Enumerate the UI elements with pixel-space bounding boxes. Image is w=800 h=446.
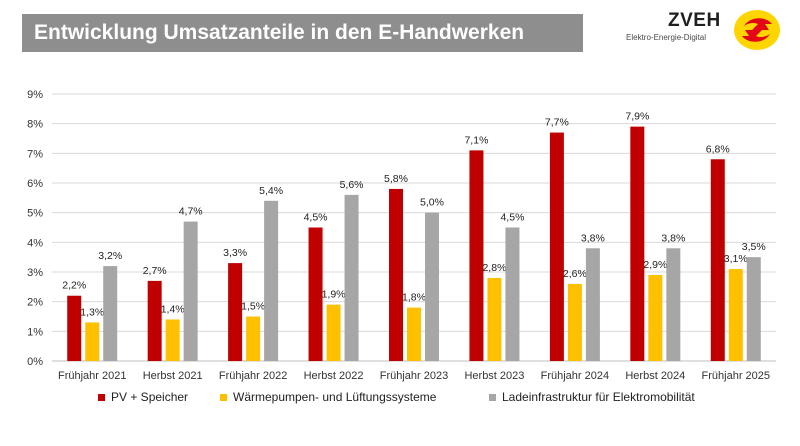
data-label: 7,7% bbox=[545, 117, 569, 129]
chart-title: Entwicklung Umsatzanteile in den E-Handw… bbox=[22, 14, 583, 52]
data-label: 3,2% bbox=[98, 250, 122, 262]
x-tick-label: Frühjahr 2025 bbox=[702, 370, 771, 382]
y-tick-label: 9% bbox=[27, 89, 43, 101]
data-label: 4,7% bbox=[179, 206, 203, 218]
data-label: 2,8% bbox=[482, 262, 506, 274]
y-tick-label: 6% bbox=[27, 178, 43, 190]
zveh-logo: ZVEH Elektro-Energie-Digital bbox=[626, 8, 786, 52]
y-tick-label: 8% bbox=[27, 119, 43, 131]
data-label: 5,0% bbox=[420, 197, 444, 209]
y-tick-label: 4% bbox=[27, 237, 43, 249]
bar-1 bbox=[326, 304, 341, 361]
bar-1 bbox=[246, 316, 261, 361]
bar-1 bbox=[165, 319, 180, 361]
y-tick-label: 3% bbox=[27, 267, 43, 279]
legend-label-ladeinfrastruktur: Ladeinfrastruktur für Elektromobilität bbox=[502, 390, 695, 404]
bar-2 bbox=[746, 257, 761, 361]
data-label: 1,9% bbox=[322, 289, 346, 301]
data-label: 2,7% bbox=[143, 265, 167, 277]
data-label: 1,3% bbox=[80, 306, 104, 318]
x-tick-label: Frühjahr 2023 bbox=[380, 370, 449, 382]
logo-name: ZVEH bbox=[668, 10, 721, 31]
data-label: 5,8% bbox=[384, 173, 408, 185]
data-label: 7,9% bbox=[625, 111, 649, 123]
bar-0 bbox=[67, 295, 82, 361]
legend-item-waermepumpen: Wärmepumpen- und Lüftungssysteme bbox=[220, 390, 436, 404]
y-tick-label: 5% bbox=[27, 208, 43, 220]
x-tick-label: Herbst 2022 bbox=[304, 370, 364, 382]
bar-0 bbox=[630, 126, 645, 361]
bar-1 bbox=[728, 269, 743, 361]
chart-legend: PV + Speicher Wärmepumpen- und Lüftungss… bbox=[98, 390, 748, 408]
bar-1 bbox=[85, 322, 100, 361]
data-label: 3,8% bbox=[661, 232, 685, 244]
x-tick-label: Herbst 2021 bbox=[143, 370, 203, 382]
bar-0 bbox=[710, 159, 725, 361]
data-label: 3,5% bbox=[742, 241, 766, 253]
data-label: 3,1% bbox=[724, 253, 748, 265]
bar-0 bbox=[147, 280, 162, 361]
x-tick-label: Herbst 2024 bbox=[625, 370, 685, 382]
data-label: 7,1% bbox=[464, 134, 488, 146]
zveh-emblem-icon bbox=[734, 10, 780, 50]
bar-0 bbox=[389, 188, 403, 361]
data-label: 5,4% bbox=[259, 185, 283, 197]
bar-2 bbox=[264, 200, 279, 361]
bar-2 bbox=[585, 248, 600, 361]
legend-item-ladeinfrastruktur: Ladeinfrastruktur für Elektromobilität bbox=[489, 390, 695, 404]
bar-2 bbox=[666, 248, 681, 361]
data-label: 4,5% bbox=[500, 212, 524, 224]
data-label: 5,6% bbox=[340, 179, 364, 191]
bar-0 bbox=[228, 263, 243, 361]
bar-0 bbox=[308, 227, 323, 361]
data-label: 3,3% bbox=[223, 247, 247, 259]
x-tick-label: Frühjahr 2024 bbox=[541, 370, 610, 382]
data-label: 1,4% bbox=[161, 303, 185, 315]
bar-2 bbox=[425, 212, 439, 361]
bar-2 bbox=[183, 221, 198, 361]
data-label: 2,2% bbox=[62, 280, 86, 292]
y-tick-label: 1% bbox=[27, 326, 43, 338]
x-tick-label: Frühjahr 2021 bbox=[58, 370, 127, 382]
x-tick-label: Frühjahr 2022 bbox=[219, 370, 288, 382]
data-label: 2,6% bbox=[563, 268, 587, 280]
data-label: 2,9% bbox=[643, 259, 667, 271]
bar-1 bbox=[487, 277, 502, 361]
bar-0 bbox=[549, 132, 564, 361]
legend-label-pv: PV + Speicher bbox=[111, 390, 189, 404]
data-label: 1,5% bbox=[241, 301, 265, 313]
legend-item-pv: PV + Speicher bbox=[98, 390, 188, 404]
bar-1 bbox=[407, 307, 421, 361]
bar-2 bbox=[344, 194, 359, 361]
bar-2 bbox=[103, 266, 118, 361]
legend-swatch-pv bbox=[98, 393, 105, 401]
legend-swatch-waermepumpen bbox=[220, 393, 227, 401]
data-label: 6,8% bbox=[706, 143, 730, 155]
data-label: 4,5% bbox=[304, 212, 328, 224]
bar-1 bbox=[648, 274, 663, 361]
y-tick-label: 2% bbox=[27, 297, 43, 309]
bar-2 bbox=[505, 227, 520, 361]
y-tick-label: 7% bbox=[27, 148, 43, 160]
bar-0 bbox=[469, 150, 484, 361]
x-tick-label: Herbst 2023 bbox=[464, 370, 524, 382]
legend-swatch-ladeinfrastruktur bbox=[489, 393, 496, 401]
logo-tagline: Elektro-Energie-Digital bbox=[626, 33, 707, 42]
legend-label-waermepumpen: Wärmepumpen- und Lüftungssysteme bbox=[233, 390, 437, 404]
y-tick-label: 0% bbox=[27, 356, 43, 368]
data-label: 1,8% bbox=[402, 292, 426, 304]
data-label: 3,8% bbox=[581, 232, 605, 244]
bar-1 bbox=[567, 283, 582, 361]
